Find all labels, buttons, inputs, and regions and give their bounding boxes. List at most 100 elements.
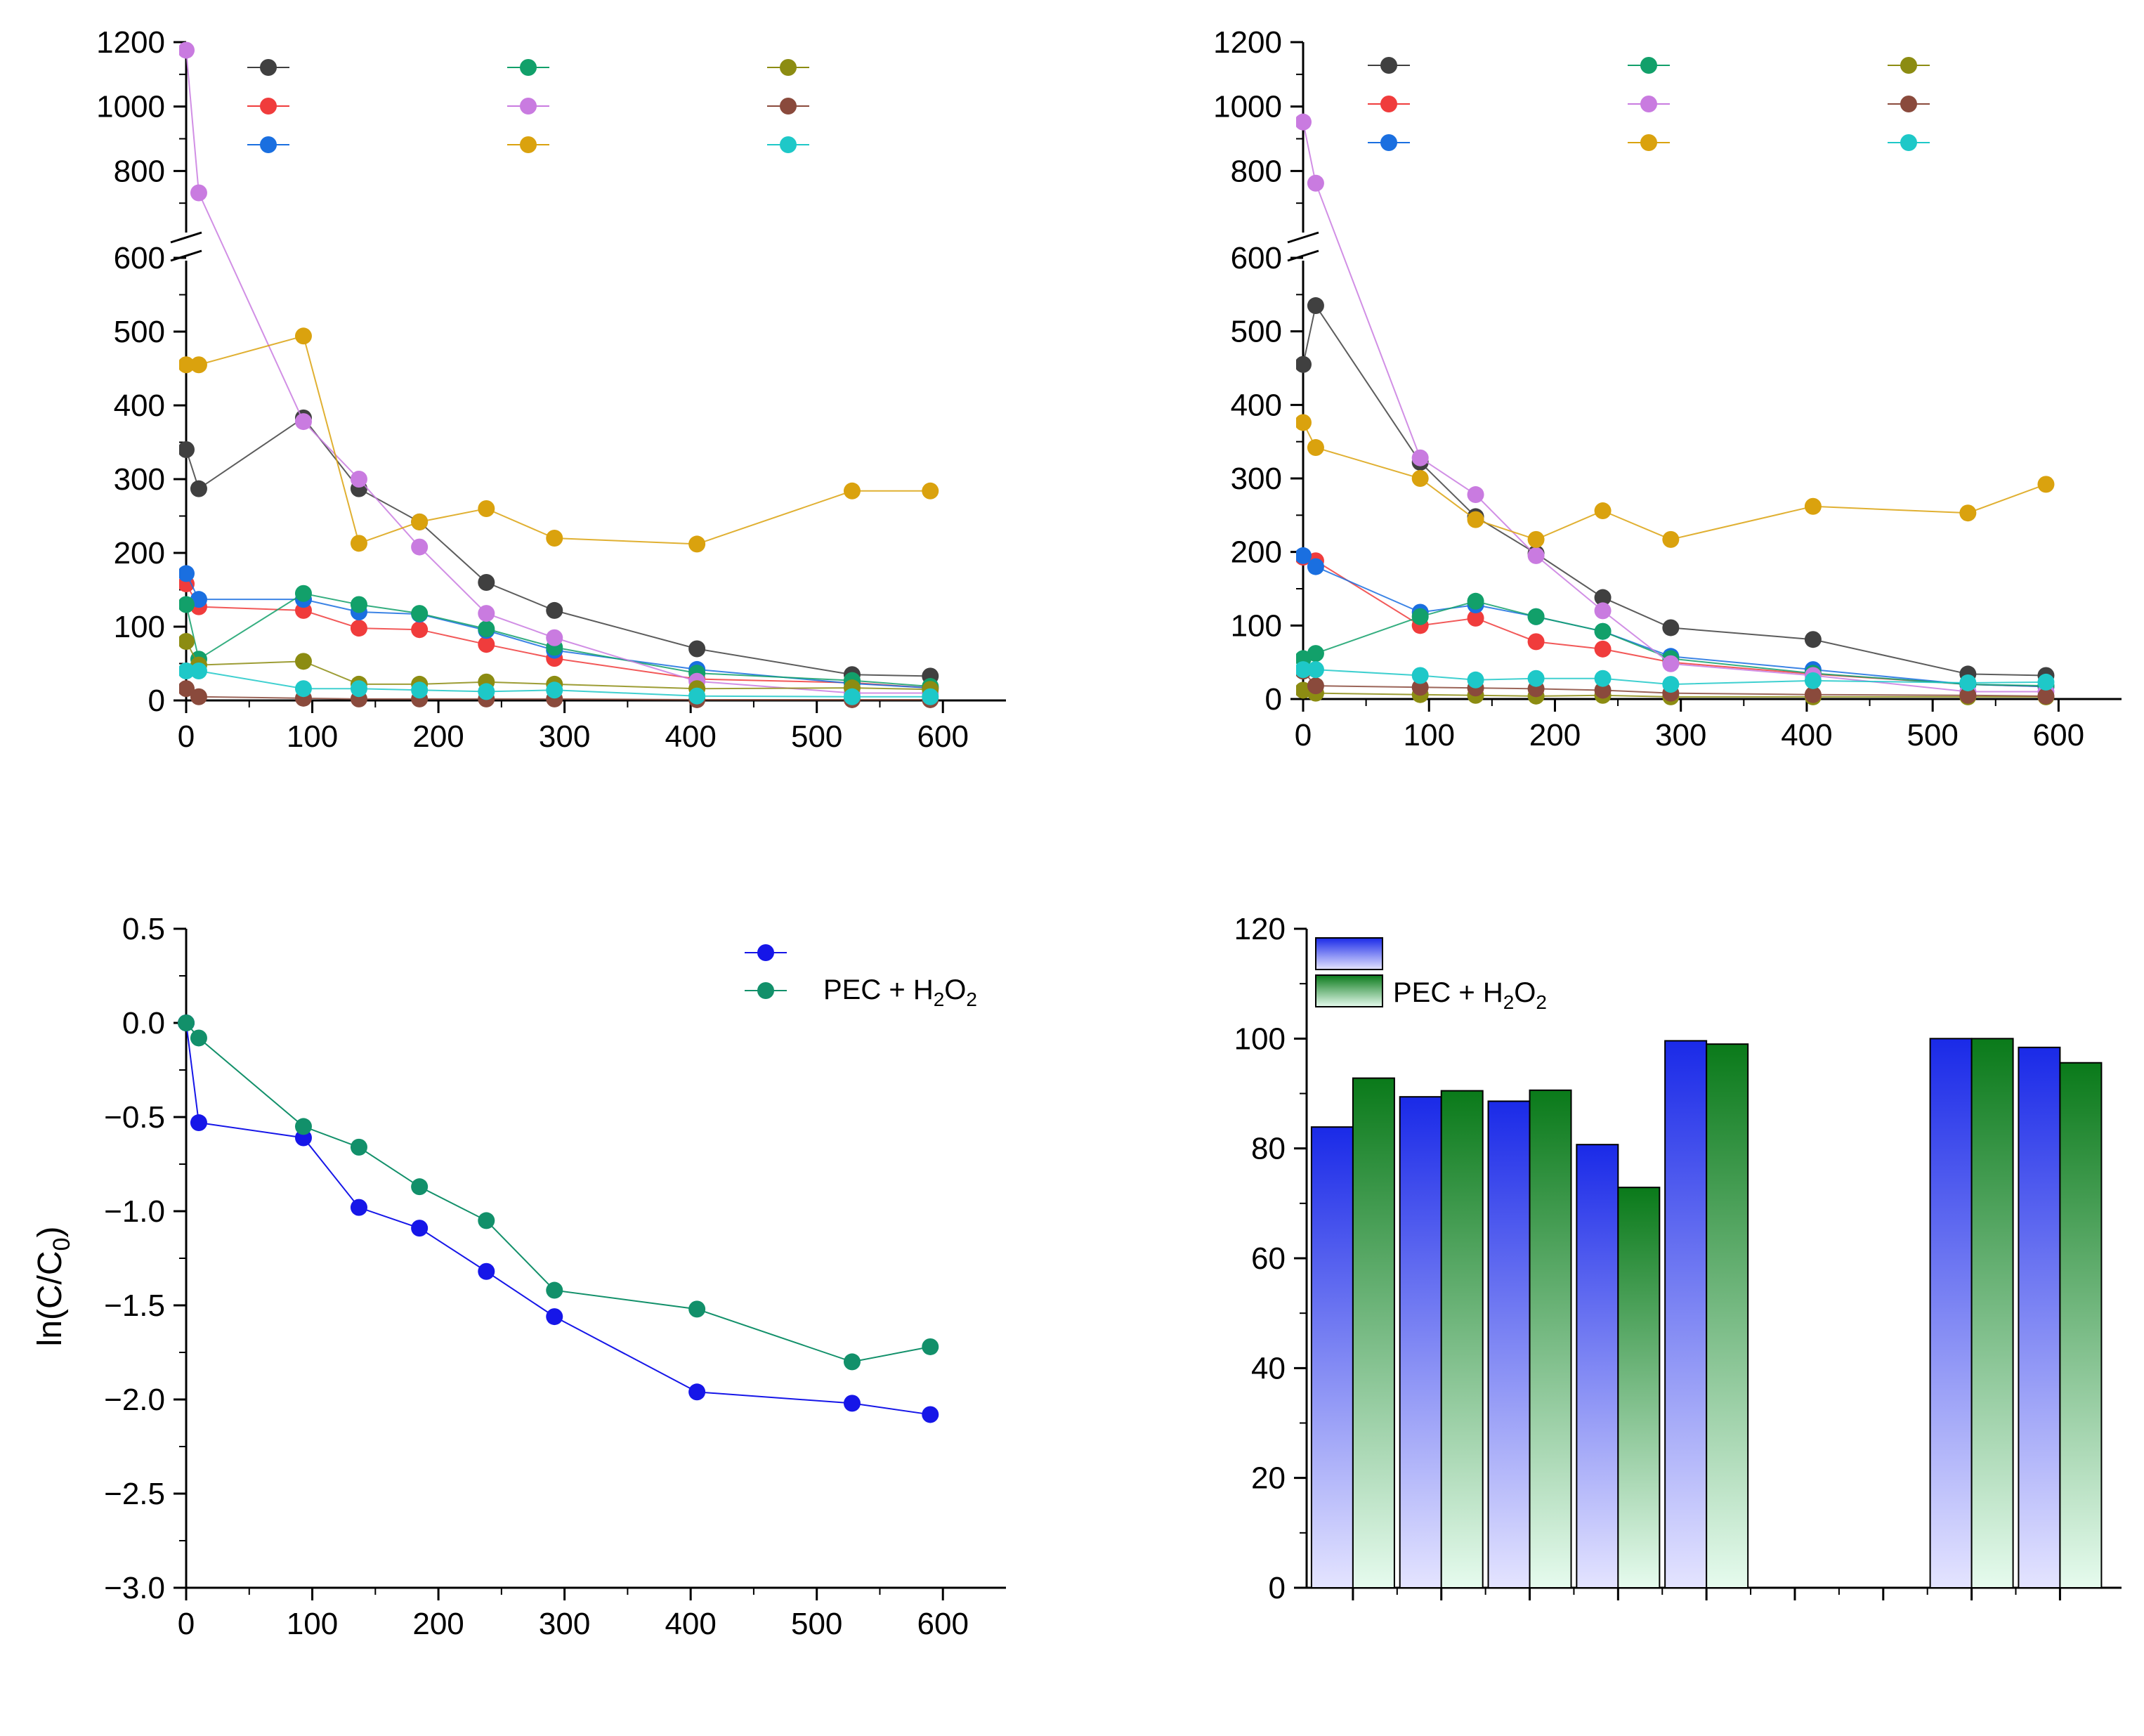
x-tick-label: 0 <box>178 1607 195 1641</box>
data-point <box>843 1395 861 1412</box>
data-point <box>1296 113 1312 131</box>
y-tick-label: 40 <box>1251 1351 1286 1385</box>
series-line <box>1302 304 2046 677</box>
series-pec-h2o2 <box>178 1014 939 1371</box>
y-tick-label: −1.5 <box>104 1288 165 1323</box>
data-point <box>190 1114 207 1132</box>
legend-label-subscript: 2 <box>1536 991 1547 1013</box>
y-tick-label: −2.0 <box>104 1383 165 1417</box>
y-tick-label: 0 <box>1265 682 1282 717</box>
axis-break-mark <box>1287 231 1319 244</box>
data-point <box>179 441 195 458</box>
legend-item <box>1628 57 1670 74</box>
x-tick-label: 500 <box>791 719 842 754</box>
x-tick-label: 0 <box>1295 718 1312 752</box>
data-point <box>1662 530 1680 548</box>
y-tick-label: 100 <box>114 610 165 644</box>
legend-marker <box>1900 134 1917 151</box>
series-line <box>185 50 931 694</box>
data-point <box>1467 486 1484 504</box>
bar-pec <box>1487 1100 1531 1588</box>
data-point <box>190 688 207 705</box>
legend-item <box>247 136 289 153</box>
data-point <box>190 480 207 497</box>
data-point <box>1527 547 1545 564</box>
legend-swatch <box>1315 974 1383 1007</box>
data-point <box>1307 677 1324 695</box>
data-point <box>688 1383 706 1401</box>
data-point <box>1527 633 1545 651</box>
y-tick-label: −0.5 <box>104 1100 165 1135</box>
data-point <box>294 1118 312 1135</box>
panel-c: 0 100 200 300 400 500 600 −3.0 −2.5 −2.0 −1.5 −1.0 −… <box>32 912 1006 1641</box>
data-point <box>179 680 195 698</box>
data-point <box>478 683 495 700</box>
x-tick-label: 600 <box>2033 718 2084 752</box>
series-line <box>185 417 931 677</box>
legend-label-subscript: 2 <box>1503 991 1515 1013</box>
data-point <box>179 41 195 59</box>
legend-item <box>247 98 289 115</box>
data-point <box>843 1353 861 1371</box>
legend-item <box>745 944 787 961</box>
y-tick-label: 0 <box>148 684 165 718</box>
data-point <box>478 620 495 638</box>
series-line <box>185 688 931 700</box>
y-tick-label: 400 <box>114 389 165 423</box>
data-point <box>1307 558 1324 575</box>
data-point <box>1959 686 1977 704</box>
y-tick-label: 80 <box>1251 1132 1286 1166</box>
legend-marker <box>1900 57 1917 74</box>
bar-pec <box>1929 1038 1973 1589</box>
series-line <box>1303 669 2046 686</box>
y-tick-label: 60 <box>1251 1241 1286 1276</box>
y-tick-label: 120 <box>1234 912 1286 946</box>
legend-marker <box>520 98 537 115</box>
data-point <box>1411 470 1429 487</box>
data-point <box>1296 661 1312 679</box>
legend-marker <box>1380 134 1397 151</box>
data-point <box>411 1178 429 1196</box>
data-point <box>1959 504 1977 522</box>
bar-pec-h2o2 <box>1970 1038 2014 1589</box>
data-point <box>546 629 563 646</box>
x-tick-label: 400 <box>665 719 716 754</box>
data-point <box>294 585 312 602</box>
y-tick-label: 400 <box>1231 388 1282 422</box>
data-point <box>1662 676 1680 693</box>
data-point <box>2037 687 2055 705</box>
data-point <box>411 605 429 622</box>
data-point <box>1527 530 1545 548</box>
legend-label: PEC + H2O2 <box>1393 977 1547 1013</box>
bar-pec-h2o2 <box>2059 1062 2103 1588</box>
y-tick-label: 600 <box>114 241 165 275</box>
data-point <box>1594 622 1612 640</box>
legend-item <box>1628 96 1670 112</box>
legend-label-main: PEC + H <box>1393 977 1503 1008</box>
y-tick-label: 1000 <box>1213 90 1282 124</box>
data-point <box>688 535 706 553</box>
axis-break-mark <box>1287 249 1319 262</box>
data-point <box>1594 670 1612 687</box>
bar-pec-h2o2 <box>1617 1187 1661 1589</box>
legend-marker <box>1900 96 1917 112</box>
x-tick-label: 200 <box>412 1607 464 1641</box>
series-line <box>185 592 931 688</box>
legend-item <box>767 136 809 153</box>
data-point <box>1959 674 1977 691</box>
legend-label-subscript: 2 <box>934 988 945 1010</box>
legend-item: PEC + H2O2 <box>745 974 977 1010</box>
data-point <box>1411 608 1429 625</box>
series-pfos <box>179 663 939 705</box>
legend-marker <box>260 59 277 76</box>
data-point <box>1296 547 1312 564</box>
data-point <box>190 356 207 374</box>
y-tick-label: 20 <box>1251 1461 1286 1496</box>
axis-break-mark <box>170 231 202 244</box>
x-tick-label: 400 <box>1781 718 1832 752</box>
data-point <box>688 1300 706 1318</box>
data-point <box>1307 174 1324 192</box>
x-tick-label: 100 <box>1404 718 1455 752</box>
data-point <box>843 482 861 500</box>
data-point <box>1527 670 1545 687</box>
